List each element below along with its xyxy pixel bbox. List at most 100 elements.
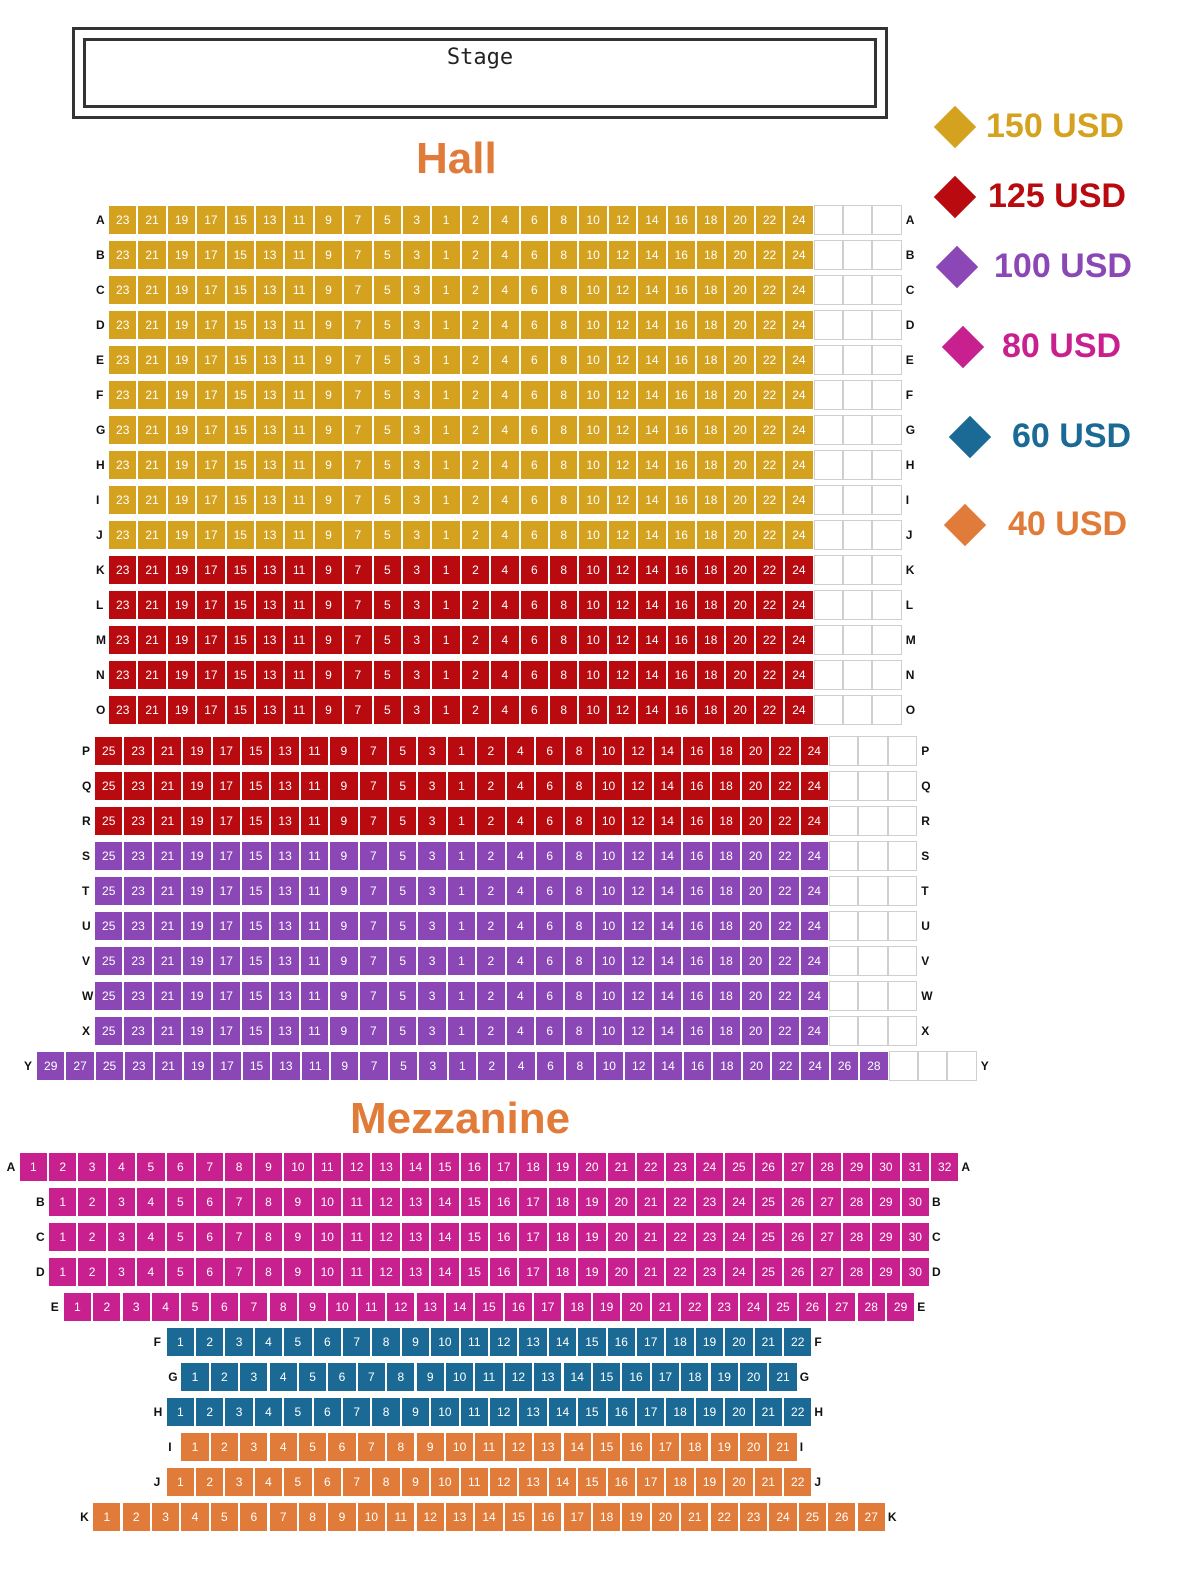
hall-seat[interactable]: 1: [446, 1016, 477, 1046]
hall-seat[interactable]: 2: [460, 520, 491, 550]
hall-seat[interactable]: 20: [725, 345, 755, 375]
mezzanine-seat[interactable]: 8: [253, 1257, 284, 1287]
hall-seat[interactable]: 25: [94, 841, 124, 871]
hall-seat[interactable]: 10: [578, 660, 608, 690]
hall-seat[interactable]: 19: [166, 310, 197, 340]
mezzanine-seat[interactable]: 10: [312, 1187, 342, 1217]
hall-seat[interactable]: 13: [255, 275, 285, 305]
mezzanine-seat[interactable]: 4: [253, 1327, 284, 1357]
hall-seat[interactable]: 18: [711, 1016, 741, 1046]
mezzanine-seat[interactable]: 23: [665, 1152, 695, 1182]
hall-seat[interactable]: 20: [740, 771, 771, 801]
mezzanine-seat[interactable]: 14: [430, 1187, 460, 1217]
hall-seat[interactable]: 6: [519, 555, 549, 585]
mezzanine-seat[interactable]: 8: [386, 1432, 416, 1462]
mezzanine-seat[interactable]: 23: [738, 1502, 769, 1532]
hall-seat[interactable]: 17: [211, 736, 241, 766]
hall-seat[interactable]: 7: [343, 520, 373, 550]
hall-seat[interactable]: 9: [313, 625, 344, 655]
hall-seat[interactable]: 23: [108, 660, 138, 690]
hall-seat[interactable]: 3: [417, 876, 447, 906]
hall-seat[interactable]: 2: [460, 695, 491, 725]
hall-seat[interactable]: 10: [593, 806, 624, 836]
hall-seat[interactable]: 3: [417, 981, 447, 1011]
hall-seat[interactable]: 3: [402, 450, 432, 480]
hall-seat[interactable]: 5: [372, 660, 402, 690]
hall-seat[interactable]: 11: [299, 806, 330, 836]
mezzanine-seat[interactable]: 3: [239, 1362, 269, 1392]
hall-seat[interactable]: 24: [784, 450, 814, 480]
hall-seat[interactable]: 24: [784, 310, 814, 340]
hall-seat[interactable]: 22: [770, 771, 800, 801]
hall-seat[interactable]: 17: [211, 946, 241, 976]
hall-seat[interactable]: 4: [505, 981, 535, 1011]
hall-seat[interactable]: 18: [696, 415, 726, 445]
mezzanine-seat[interactable]: 2: [195, 1327, 225, 1357]
hall-seat[interactable]: 22: [754, 415, 785, 445]
mezzanine-seat[interactable]: 14: [400, 1152, 431, 1182]
hall-seat[interactable]: 17: [196, 520, 226, 550]
hall-seat[interactable]: 21: [152, 736, 183, 766]
hall-seat[interactable]: 10: [578, 275, 608, 305]
hall-seat[interactable]: 25: [94, 911, 124, 941]
hall-seat[interactable]: 3: [402, 660, 432, 690]
mezzanine-seat[interactable]: 3: [224, 1467, 254, 1497]
hall-seat[interactable]: 5: [372, 415, 402, 445]
mezzanine-seat[interactable]: 15: [459, 1187, 489, 1217]
hall-seat[interactable]: 14: [652, 876, 682, 906]
hall-seat[interactable]: 19: [166, 520, 197, 550]
hall-seat[interactable]: 7: [343, 625, 373, 655]
mezzanine-seat[interactable]: 9: [400, 1327, 431, 1357]
hall-seat[interactable]: 16: [666, 345, 696, 375]
hall-seat[interactable]: 16: [666, 205, 696, 235]
mezzanine-seat[interactable]: 22: [665, 1222, 695, 1252]
hall-seat[interactable]: 20: [725, 450, 755, 480]
hall-seat[interactable]: 20: [740, 736, 771, 766]
hall-seat[interactable]: 5: [372, 205, 402, 235]
hall-seat[interactable]: 9: [313, 695, 344, 725]
hall-seat[interactable]: 19: [182, 806, 212, 836]
hall-seat[interactable]: 16: [666, 555, 696, 585]
hall-seat[interactable]: 21: [137, 310, 167, 340]
mezzanine-seat[interactable]: 13: [518, 1327, 548, 1357]
hall-seat[interactable]: 14: [637, 590, 667, 620]
mezzanine-seat[interactable]: 28: [856, 1292, 886, 1322]
hall-seat[interactable]: 20: [725, 520, 755, 550]
hall-seat[interactable]: 12: [607, 415, 638, 445]
hall-seat[interactable]: 20: [725, 590, 755, 620]
hall-seat[interactable]: 12: [607, 695, 638, 725]
hall-seat[interactable]: 11: [299, 876, 330, 906]
hall-seat[interactable]: 23: [123, 736, 153, 766]
hall-seat[interactable]: 9: [313, 485, 344, 515]
hall-seat[interactable]: 8: [549, 660, 579, 690]
mezzanine-seat[interactable]: 10: [444, 1362, 475, 1392]
mezzanine-seat[interactable]: 26: [783, 1222, 813, 1252]
mezzanine-seat[interactable]: 16: [503, 1292, 534, 1322]
hall-seat[interactable]: 5: [388, 981, 418, 1011]
hall-seat[interactable]: 15: [241, 736, 271, 766]
hall-seat[interactable]: 25: [94, 736, 124, 766]
hall-seat[interactable]: 22: [754, 345, 785, 375]
hall-seat[interactable]: 12: [607, 240, 638, 270]
mezzanine-seat[interactable]: 17: [562, 1502, 592, 1532]
hall-seat[interactable]: 21: [137, 205, 167, 235]
mezzanine-seat[interactable]: 9: [297, 1292, 328, 1322]
hall-seat[interactable]: 16: [682, 1016, 712, 1046]
mezzanine-seat[interactable]: 28: [841, 1222, 872, 1252]
hall-seat[interactable]: 15: [241, 876, 271, 906]
mezzanine-seat[interactable]: 21: [606, 1152, 636, 1182]
hall-seat[interactable]: 9: [329, 876, 359, 906]
mezzanine-seat[interactable]: 17: [533, 1292, 563, 1322]
mezzanine-seat[interactable]: 12: [342, 1152, 372, 1182]
hall-seat[interactable]: 14: [637, 695, 667, 725]
hall-seat[interactable]: 22: [754, 485, 785, 515]
mezzanine-seat[interactable]: 19: [709, 1362, 739, 1392]
hall-seat[interactable]: 6: [519, 625, 549, 655]
mezzanine-seat[interactable]: 4: [136, 1222, 166, 1252]
mezzanine-seat[interactable]: 22: [783, 1467, 813, 1497]
mezzanine-seat[interactable]: 22: [665, 1187, 695, 1217]
hall-seat[interactable]: 22: [770, 876, 800, 906]
hall-seat[interactable]: 13: [270, 841, 300, 871]
mezzanine-seat[interactable]: 30: [900, 1257, 930, 1287]
hall-seat[interactable]: 21: [152, 1016, 183, 1046]
